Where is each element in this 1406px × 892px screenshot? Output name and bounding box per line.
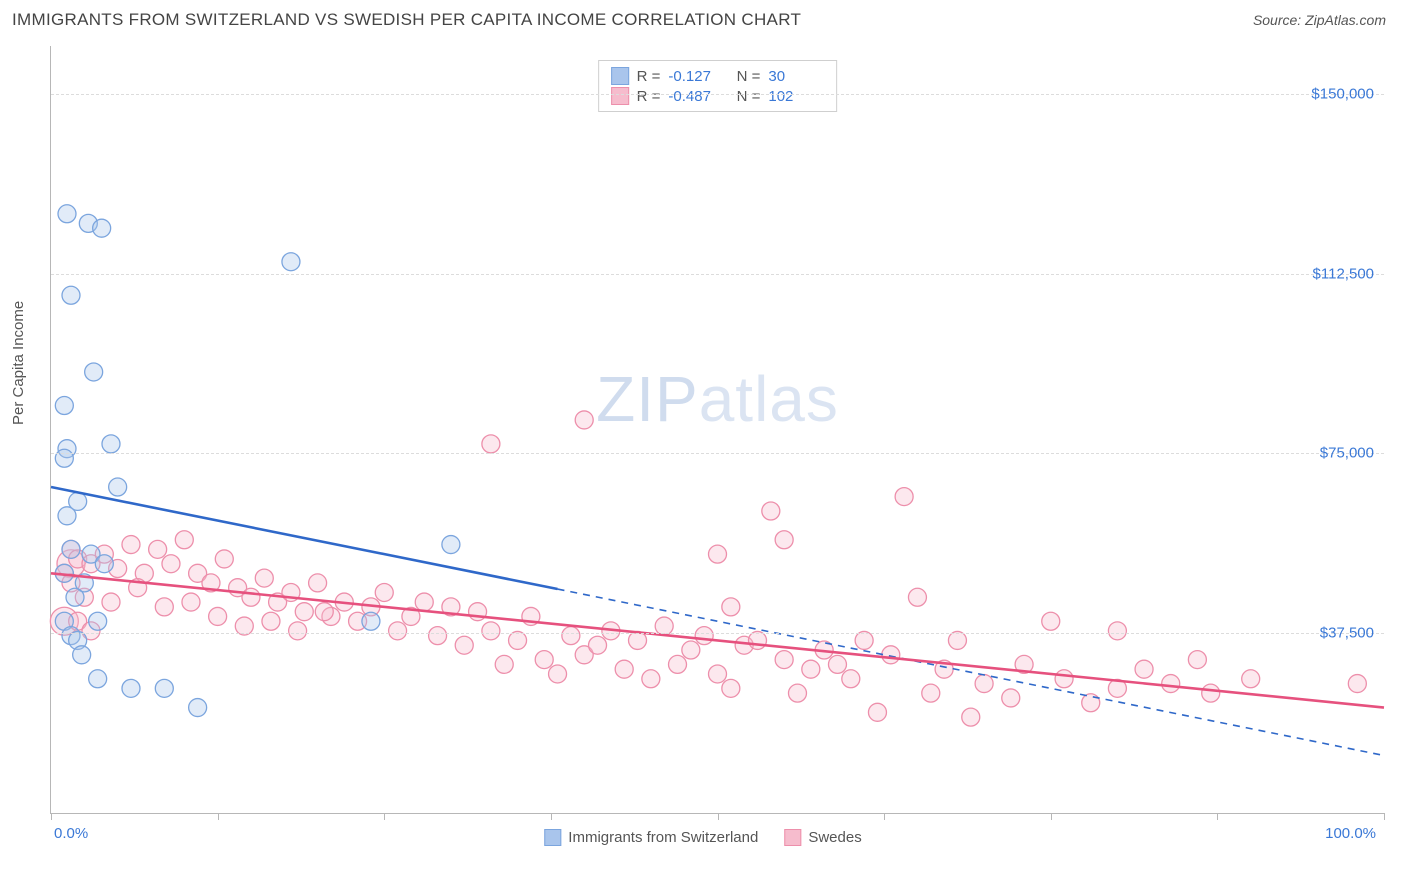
scatter-plot-svg <box>51 46 1384 813</box>
plot-region: ZIPatlas R = -0.127 N = 30 R = -0.487 N … <box>50 46 1384 814</box>
chart-title: IMMIGRANTS FROM SWITZERLAND VS SWEDISH P… <box>12 10 801 30</box>
x-axis-min-label: 0.0% <box>54 825 88 842</box>
r-val-swedes: -0.487 <box>668 88 724 105</box>
n-val-swiss: 30 <box>768 68 824 85</box>
chart-header: IMMIGRANTS FROM SWITZERLAND VS SWEDISH P… <box>0 0 1406 34</box>
y-tick-label: $112,500 <box>1313 265 1374 282</box>
corr-row-swedes: R = -0.487 N = 102 <box>611 86 825 106</box>
r-label: R = <box>637 88 661 105</box>
y-axis-label: Per Capita Income <box>10 301 27 425</box>
legend-label-swedes: Swedes <box>808 829 861 846</box>
legend-bottom: Immigrants from Switzerland Swedes <box>544 829 861 846</box>
swatch-swiss-icon <box>611 67 629 85</box>
corr-row-swiss: R = -0.127 N = 30 <box>611 66 825 86</box>
legend-swatch-swiss-icon <box>544 829 561 846</box>
r-label: R = <box>637 68 661 85</box>
x-axis-max-label: 100.0% <box>1325 825 1376 842</box>
r-val-swiss: -0.127 <box>668 68 724 85</box>
correlation-legend-box: R = -0.127 N = 30 R = -0.487 N = 102 <box>598 60 838 112</box>
legend-swatch-swedes-icon <box>784 829 801 846</box>
y-tick-label: $37,500 <box>1320 625 1374 642</box>
y-tick-label: $75,000 <box>1320 445 1374 462</box>
legend-item-swedes: Swedes <box>784 829 861 846</box>
n-val-swedes: 102 <box>768 88 824 105</box>
n-label: N = <box>732 88 760 105</box>
y-tick-label: $150,000 <box>1311 85 1374 102</box>
swatch-swedes-icon <box>611 87 629 105</box>
chart-area: Per Capita Income ZIPatlas R = -0.127 N … <box>14 38 1392 868</box>
n-label: N = <box>732 68 760 85</box>
legend-label-swiss: Immigrants from Switzerland <box>568 829 758 846</box>
chart-source: Source: ZipAtlas.com <box>1253 12 1386 28</box>
legend-item-swiss: Immigrants from Switzerland <box>544 829 758 846</box>
